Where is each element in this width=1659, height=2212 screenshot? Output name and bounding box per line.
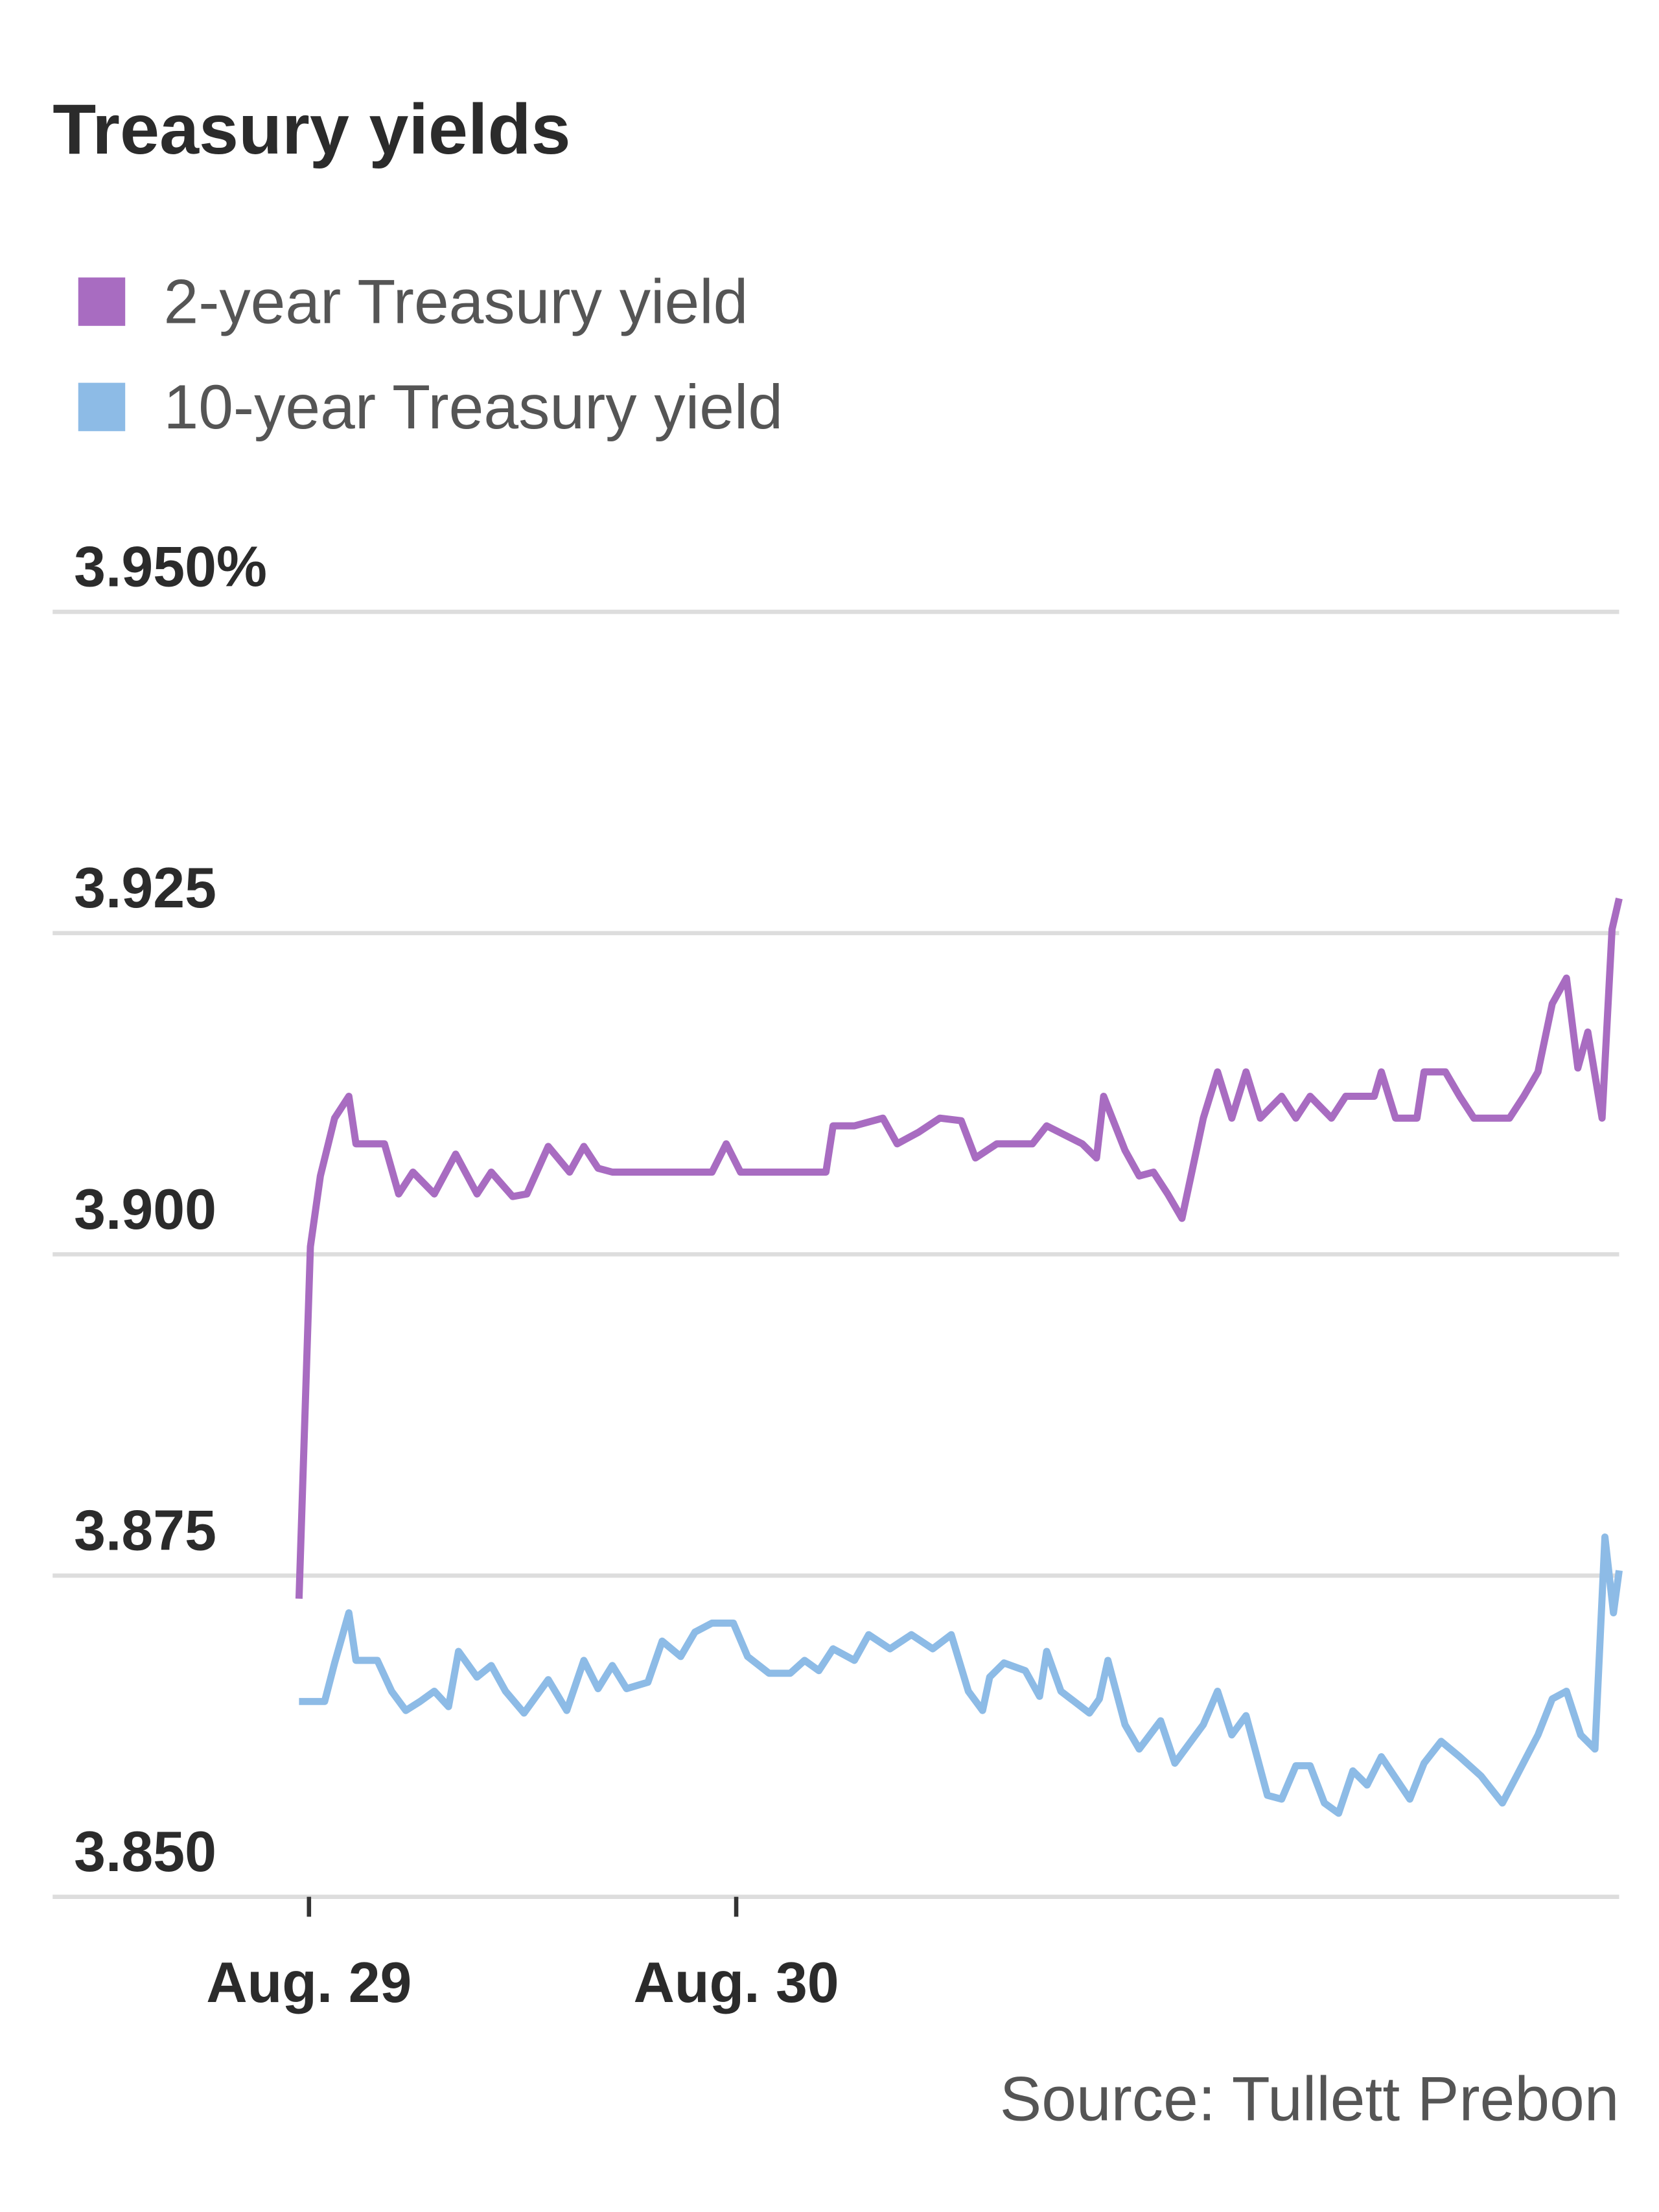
- legend-swatch: [78, 277, 126, 326]
- y-tick-label: 3.875: [74, 1498, 216, 1563]
- y-tick-label: 3.925: [74, 856, 216, 920]
- series-line: [299, 1533, 1623, 1817]
- series-line: [295, 897, 1623, 1599]
- x-tick-label: Aug. 30: [633, 1950, 839, 2014]
- y-tick-label: 3.900: [74, 1177, 216, 1241]
- source-note: Source: Tullett Prebon: [1000, 2064, 1619, 2134]
- legend-swatch: [78, 382, 126, 432]
- x-tick-label: Aug. 29: [206, 1950, 412, 2014]
- chart-title: Treasury yields: [52, 90, 570, 169]
- legend-label: 2-year Treasury yield: [163, 267, 748, 336]
- legend-label: 10-year Treasury yield: [163, 373, 783, 442]
- y-tick-label: 3.950%: [74, 535, 267, 599]
- y-tick-label: 3.850: [74, 1819, 216, 1883]
